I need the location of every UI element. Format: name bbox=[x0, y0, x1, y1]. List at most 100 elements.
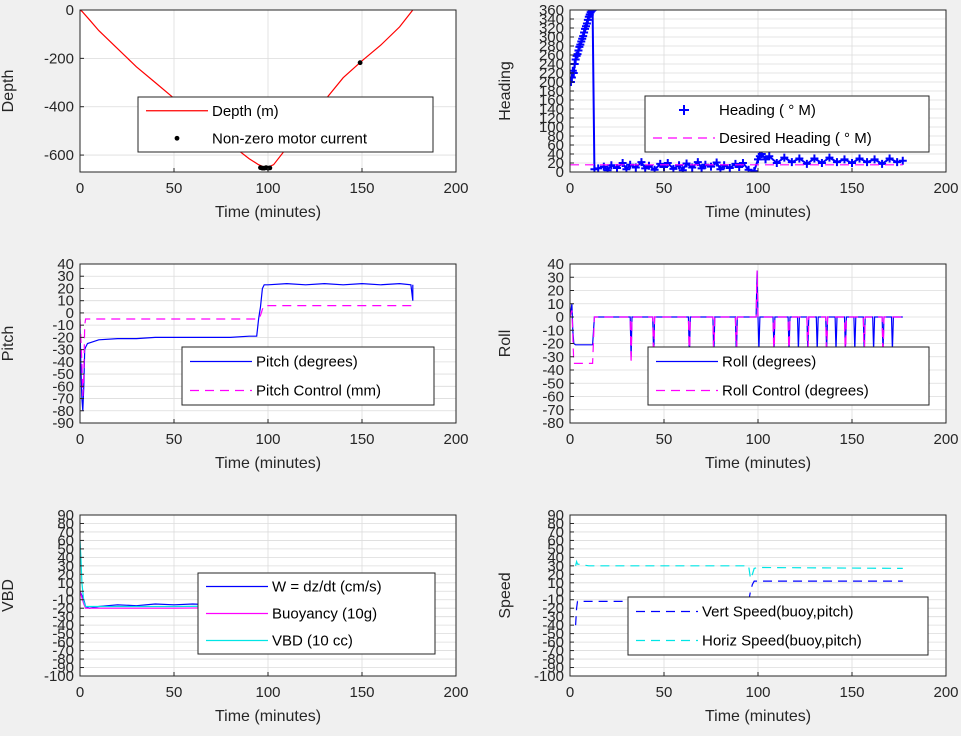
y-tick-label: 340 bbox=[539, 11, 564, 28]
y-tick-label: -40 bbox=[542, 617, 564, 634]
y-tick-label: -100 bbox=[44, 668, 74, 685]
legend-swatch bbox=[679, 105, 689, 115]
y-tick-label: 80 bbox=[547, 128, 564, 145]
y-tick-label: 40 bbox=[547, 256, 564, 273]
y-tick-label: -20 bbox=[542, 600, 564, 617]
y-tick-label: -600 bbox=[44, 147, 74, 164]
y-tick-label: 360 bbox=[539, 2, 564, 19]
y-tick-label: 0 bbox=[556, 164, 564, 181]
x-tick-label: 150 bbox=[349, 431, 374, 448]
y-tick-label: 30 bbox=[57, 268, 74, 285]
x-tick-label: 0 bbox=[566, 180, 574, 197]
y-tick-label: 300 bbox=[539, 29, 564, 46]
y-tick-label: -60 bbox=[52, 378, 74, 395]
y-axis-label: Pitch bbox=[0, 326, 17, 362]
x-tick-label: 0 bbox=[76, 180, 84, 197]
y-tick-label: -90 bbox=[52, 415, 74, 432]
legend: W = dz/dt (cm/s) Buoyancy (10g) VBD (10 cc… bbox=[197, 572, 436, 655]
y-tick-label: 160 bbox=[539, 92, 564, 109]
y-axis-label: Depth bbox=[0, 70, 17, 113]
y-tick-label: -30 bbox=[52, 342, 74, 359]
x-axis-label: Time (minutes) bbox=[215, 708, 321, 725]
x-tick-label: 50 bbox=[656, 684, 673, 701]
y-tick-label: -40 bbox=[52, 617, 74, 634]
chart-4: 0 50 100 150 200403020100-10-20-30-40-50-60-… bbox=[497, 256, 959, 472]
y-tick-label: 220 bbox=[539, 65, 564, 82]
y-tick-label: -90 bbox=[52, 660, 74, 677]
y-tick-label: 320 bbox=[539, 20, 564, 37]
chart-3: 0 50 100 150 200403020100-10-20-30-40-50-60-… bbox=[0, 256, 469, 472]
chart-5: 0 50 100 150 2009080706050403020100-10-20-30… bbox=[0, 507, 469, 725]
y-axis-label: Roll bbox=[497, 330, 514, 358]
x-tick-label: 0 bbox=[76, 431, 84, 448]
legend-entry: Roll Control (degrees) bbox=[722, 383, 869, 400]
legend-entry: Depth (m) bbox=[212, 103, 279, 120]
x-tick-label: 0 bbox=[566, 684, 574, 701]
x-tick-label: 150 bbox=[839, 431, 864, 448]
x-tick-label: 100 bbox=[745, 431, 770, 448]
x-tick-label: 150 bbox=[349, 684, 374, 701]
legend: Pitch (degrees) Pitch Control (mm) bbox=[181, 346, 435, 406]
y-tick-label: 30 bbox=[57, 558, 74, 575]
legend-entry: VBD (10 cc) bbox=[272, 633, 353, 650]
y-tick-label: -200 bbox=[44, 50, 74, 67]
y-tick-label: -10 bbox=[542, 592, 564, 609]
x-tick-label: 200 bbox=[443, 431, 468, 448]
x-tick-label: 200 bbox=[443, 684, 468, 701]
legend-entry: Pitch (degrees) bbox=[256, 354, 358, 371]
y-tick-label: 120 bbox=[539, 110, 564, 127]
x-axis-label: Time (minutes) bbox=[705, 708, 811, 725]
y-tick-label: 10 bbox=[57, 293, 74, 310]
y-tick-label: -20 bbox=[542, 336, 564, 353]
series-2-line bbox=[575, 559, 903, 581]
y-tick-label: 0 bbox=[556, 583, 564, 600]
legend-entry: Horiz Speed(buoy,pitch) bbox=[702, 633, 862, 650]
x-axis-label: Time (minutes) bbox=[215, 204, 321, 221]
y-tick-label: 20 bbox=[547, 566, 564, 583]
y-tick-label: 50 bbox=[57, 541, 74, 558]
chart-6: 0 50 100 150 2009080706050403020100-10-20-30… bbox=[497, 507, 959, 725]
series-1-line bbox=[80, 282, 414, 411]
y-tick-label: 60 bbox=[57, 532, 74, 549]
y-tick-label: -30 bbox=[542, 349, 564, 366]
y-tick-label: 50 bbox=[547, 541, 564, 558]
y-tick-label: 70 bbox=[57, 524, 74, 541]
series-1-line bbox=[80, 10, 414, 168]
x-tick-label: 50 bbox=[166, 684, 183, 701]
y-tick-label: 10 bbox=[547, 296, 564, 313]
legend-entry: Non-zero motor current bbox=[212, 130, 368, 147]
x-tick-label: 200 bbox=[933, 180, 958, 197]
y-tick-label: 20 bbox=[547, 283, 564, 300]
y-tick-label: -10 bbox=[52, 317, 74, 334]
legend-box bbox=[181, 346, 435, 406]
legend-entry: Heading ( ° M) bbox=[719, 102, 816, 119]
y-tick-label: 90 bbox=[57, 507, 74, 524]
x-axis-label: Time (minutes) bbox=[215, 455, 321, 472]
y-tick-label: -70 bbox=[542, 643, 564, 660]
x-tick-label: 50 bbox=[166, 180, 183, 197]
y-tick-label: -20 bbox=[52, 329, 74, 346]
series-2-point bbox=[357, 60, 363, 66]
x-tick-label: 150 bbox=[839, 180, 864, 197]
y-tick-label: 30 bbox=[547, 558, 564, 575]
y-tick-label: 180 bbox=[539, 83, 564, 100]
y-tick-label: 40 bbox=[57, 549, 74, 566]
y-tick-label: 10 bbox=[547, 575, 564, 592]
y-tick-label: 140 bbox=[539, 101, 564, 118]
legend: Roll (degrees) Roll Control (degrees) bbox=[647, 346, 930, 406]
x-tick-label: 200 bbox=[443, 180, 468, 197]
y-tick-label: 40 bbox=[547, 146, 564, 163]
x-tick-label: 50 bbox=[656, 180, 673, 197]
y-tick-label: 10 bbox=[57, 575, 74, 592]
legend-box bbox=[647, 346, 930, 406]
y-tick-label: -50 bbox=[542, 375, 564, 392]
y-tick-label: 30 bbox=[547, 269, 564, 286]
legend-entry: Pitch Control (mm) bbox=[256, 383, 381, 400]
y-tick-label: -80 bbox=[542, 651, 564, 668]
x-tick-label: 200 bbox=[933, 431, 958, 448]
y-tick-label: 60 bbox=[547, 532, 564, 549]
y-axis-label: VBD bbox=[0, 579, 17, 612]
y-tick-label: -30 bbox=[52, 609, 74, 626]
series-1-trace bbox=[570, 10, 904, 172]
y-tick-label: -50 bbox=[542, 626, 564, 643]
